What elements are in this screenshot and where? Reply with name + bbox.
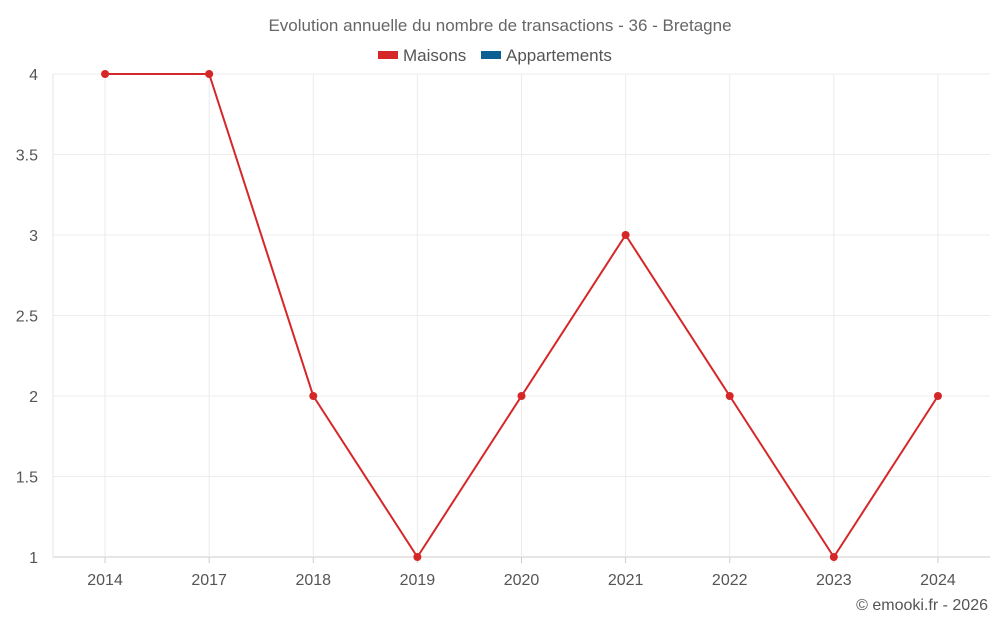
data-point-maisons-2024[interactable] [933, 392, 942, 400]
x-tick-label: 2024 [920, 572, 956, 589]
x-tick-label: 2022 [712, 572, 748, 589]
y-tick-label: 2.5 [16, 309, 38, 326]
x-tick-label: 2019 [400, 572, 436, 589]
legend-swatch-maisons [378, 51, 398, 59]
y-tick-label: 2 [29, 389, 38, 406]
data-point-maisons-2019[interactable] [413, 553, 422, 561]
data-point-maisons-2020[interactable] [517, 392, 526, 400]
y-tick-label: 1 [29, 550, 38, 567]
data-point-maisons-2017[interactable] [205, 70, 214, 78]
x-tick-label: 2017 [191, 572, 227, 589]
legend-label-appartements: Appartements [506, 46, 612, 65]
x-tick-label: 2023 [816, 572, 852, 589]
data-point-maisons-2014[interactable] [101, 70, 110, 78]
y-tick-label: 4 [29, 67, 38, 84]
y-tick-label: 3 [29, 228, 38, 245]
legend-label-maisons: Maisons [403, 46, 466, 65]
x-tick-label: 2020 [504, 572, 540, 589]
y-axis: 1 1.5 2 2.5 3 3.5 4 [16, 67, 54, 567]
x-tick-label: 2014 [87, 572, 123, 589]
x-tick-label: 2021 [608, 572, 644, 589]
y-tick-label: 1.5 [16, 470, 38, 487]
legend-item-maisons[interactable]: Maisons [378, 46, 466, 65]
x-tick-label: 2018 [295, 572, 331, 589]
y-tick-label: 3.5 [16, 148, 38, 165]
series-maisons [101, 70, 942, 561]
legend-swatch-appartements [481, 51, 501, 59]
x-axis: 2014 2017 2018 2019 2020 2021 2022 2023 2024 [87, 557, 956, 589]
legend: Maisons Appartements [378, 46, 612, 65]
legend-item-appartements[interactable]: Appartements [481, 46, 612, 65]
data-point-maisons-2022[interactable] [725, 392, 734, 400]
data-point-maisons-2021[interactable] [621, 231, 630, 239]
credit-text: © emooki.fr - 2026 [856, 597, 988, 614]
data-point-maisons-2023[interactable] [829, 553, 838, 561]
data-point-maisons-2018[interactable] [309, 392, 318, 400]
chart-title: Evolution annuelle du nombre de transact… [268, 16, 731, 35]
grid [53, 73, 990, 558]
